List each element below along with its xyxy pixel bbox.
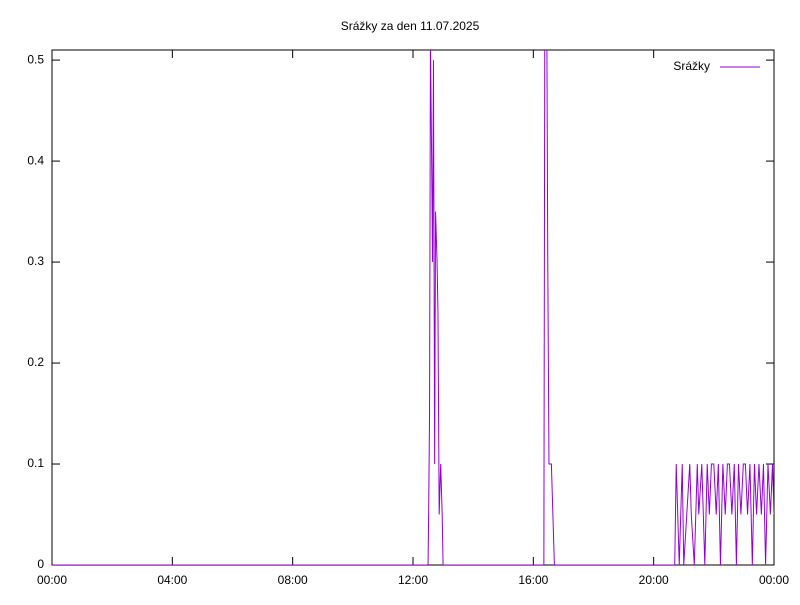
y-tick-label: 0.3	[27, 254, 44, 268]
x-tick-label: 00:00	[759, 573, 789, 587]
legend-label: Srážky	[673, 59, 710, 73]
plot-border	[51, 49, 775, 566]
x-tick-label: 00:00	[37, 573, 67, 587]
x-tick-label: 12:00	[398, 573, 428, 587]
series-line	[52, 50, 774, 565]
x-tick-label: 08:00	[278, 573, 308, 587]
y-tick-label: 0.4	[27, 153, 44, 167]
x-tick-label: 20:00	[639, 573, 669, 587]
y-tick-label: 0.5	[27, 52, 44, 66]
chart-title: Srážky za den 11.07.2025	[341, 19, 480, 33]
x-tick-label: 16:00	[518, 573, 548, 587]
x-tick-label: 04:00	[157, 573, 187, 587]
y-tick-label: 0	[37, 557, 44, 571]
y-tick-label: 0.1	[27, 456, 44, 470]
y-tick-label: 0.2	[27, 355, 44, 369]
